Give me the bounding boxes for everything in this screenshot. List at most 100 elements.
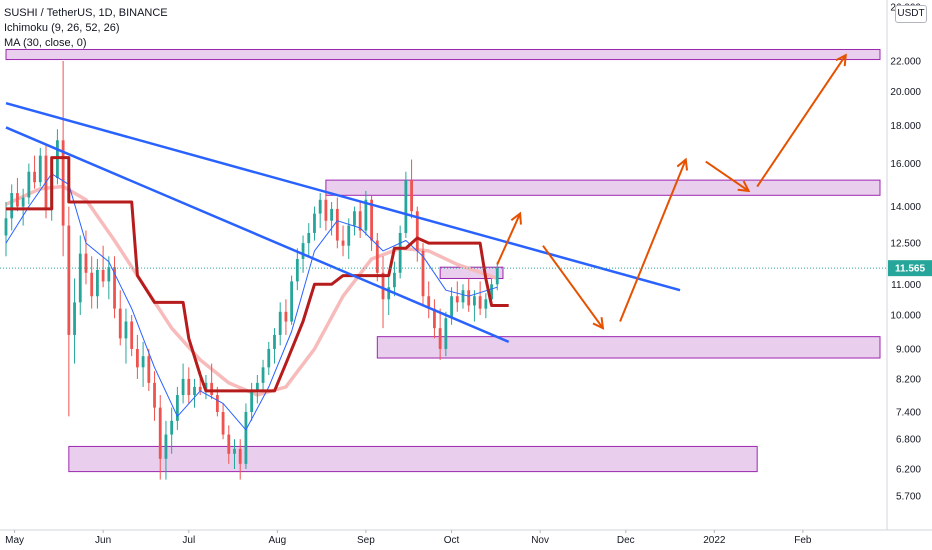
candle-body-55 bbox=[318, 199, 322, 214]
candle-body-2 bbox=[16, 193, 19, 207]
candle-body-40 bbox=[233, 448, 236, 454]
candle-body-42 bbox=[244, 412, 248, 464]
zone-2 bbox=[439, 266, 504, 279]
candle-body-54 bbox=[313, 213, 316, 233]
currency-selector[interactable]: USDT bbox=[895, 5, 927, 23]
candle-body-81 bbox=[467, 290, 471, 306]
candle-body-16 bbox=[95, 269, 99, 297]
zone-1 bbox=[325, 179, 881, 196]
y-tick-label-3: 18.000 bbox=[890, 121, 921, 132]
projection-arrowhead-4 bbox=[835, 53, 847, 67]
tenkan-layer bbox=[5, 173, 498, 431]
candle-body-47 bbox=[273, 334, 276, 349]
trendline-layer bbox=[5, 101, 681, 344]
candle-body-19 bbox=[113, 267, 116, 309]
projection-layer bbox=[496, 53, 847, 330]
candle-body-45 bbox=[261, 367, 265, 383]
candle-body-13 bbox=[78, 253, 82, 303]
candle-body-32 bbox=[187, 378, 191, 396]
projection-arrow-3[interactable] bbox=[705, 160, 750, 192]
x-tick-label-7: Dec bbox=[617, 535, 635, 546]
x-tick-label-5: Oct bbox=[444, 535, 460, 546]
candle-body-0 bbox=[4, 218, 8, 236]
candle-body-63 bbox=[364, 199, 368, 231]
candle-body-73 bbox=[421, 250, 425, 297]
y-tick-label-12: 6.800 bbox=[896, 435, 921, 446]
zones-layer bbox=[5, 48, 881, 473]
candle-body-33 bbox=[193, 386, 196, 396]
candle-body-60 bbox=[347, 225, 351, 246]
y-ticks-layer: 26.00022.00020.00018.00016.00014.00012.5… bbox=[890, 3, 921, 503]
legend-ichimoku[interactable]: Ichimoku (9, 26, 52, 26) bbox=[4, 22, 120, 34]
candle-body-11 bbox=[67, 225, 71, 335]
y-tick-label-8: 10.000 bbox=[890, 311, 921, 322]
candle-body-30 bbox=[175, 395, 179, 421]
candle-body-39 bbox=[227, 434, 231, 454]
legend-ma[interactable]: MA (30, close, 0) bbox=[4, 37, 87, 49]
candle-body-77 bbox=[444, 318, 448, 349]
trendline-0[interactable] bbox=[5, 101, 681, 292]
trendline-1[interactable] bbox=[5, 126, 510, 344]
candle-body-25 bbox=[147, 356, 151, 383]
y-tick-label-7: 11.000 bbox=[891, 280, 921, 291]
legend-symbol[interactable]: SUSHI / TetherUS, 1D, BINANCE bbox=[4, 7, 168, 19]
candle-body-41 bbox=[238, 448, 242, 464]
projection-arrow-1[interactable] bbox=[542, 245, 604, 329]
candle-body-70 bbox=[404, 180, 408, 233]
candle-body-67 bbox=[387, 287, 391, 300]
candle-body-79 bbox=[455, 296, 459, 303]
projection-arrowhead-3 bbox=[737, 180, 751, 193]
candle-body-71 bbox=[410, 180, 413, 212]
candle-body-84 bbox=[484, 299, 488, 309]
candle-body-34 bbox=[198, 386, 202, 391]
x-tick-label-9: Feb bbox=[794, 535, 812, 546]
kijun-line bbox=[6, 156, 509, 393]
projection-arrow-4[interactable] bbox=[756, 54, 847, 188]
candle-body-14 bbox=[84, 253, 88, 273]
candle-body-53 bbox=[307, 232, 311, 244]
candle-body-15 bbox=[90, 272, 94, 297]
candle-body-86 bbox=[495, 268, 499, 285]
candle-body-46 bbox=[267, 348, 271, 368]
y-tick-label-10: 8.200 bbox=[896, 374, 921, 385]
candle-body-27 bbox=[158, 407, 162, 459]
y-tick-label-5: 14.000 bbox=[890, 202, 921, 213]
candle-body-12 bbox=[73, 302, 76, 335]
candle-body-3 bbox=[21, 197, 25, 207]
x-tick-label-8: 2022 bbox=[703, 535, 726, 546]
zone-0 bbox=[5, 48, 881, 61]
kijun-layer bbox=[6, 156, 509, 393]
candle-body-17 bbox=[101, 269, 105, 282]
candle-body-20 bbox=[118, 308, 122, 339]
x-tick-label-1: Jun bbox=[95, 535, 111, 546]
candle-body-5 bbox=[33, 171, 36, 183]
projection-arrowhead-0 bbox=[510, 211, 522, 225]
x-tick-label-4: Sep bbox=[357, 535, 375, 546]
chart-legend: SUSHI / TetherUS, 1D, BINANCE Ichimoku (… bbox=[4, 6, 168, 51]
x-tick-label-2: Jul bbox=[182, 535, 195, 546]
x-ticks-layer: May Jun Jul Aug Sep Oct Nov Dec 2022 Feb bbox=[5, 530, 812, 546]
x-tick-label-0: May bbox=[5, 535, 24, 546]
y-tick-label-1: 22.000 bbox=[890, 57, 921, 68]
y-tick-label-9: 9.000 bbox=[896, 344, 921, 355]
candle-body-24 bbox=[141, 356, 145, 368]
y-tick-label-11: 7.400 bbox=[896, 408, 921, 419]
candle-body-72 bbox=[415, 211, 419, 251]
y-tick-label-14: 5.700 bbox=[896, 492, 921, 503]
candle-body-50 bbox=[290, 281, 294, 322]
candle-body-37 bbox=[215, 395, 219, 413]
candle-body-62 bbox=[358, 211, 362, 231]
candle-body-4 bbox=[27, 171, 31, 198]
x-tick-label-3: Aug bbox=[268, 535, 286, 546]
candle-body-44 bbox=[255, 382, 259, 391]
projection-arrow-2[interactable] bbox=[619, 159, 687, 322]
candle-body-38 bbox=[221, 412, 225, 435]
candle-body-59 bbox=[341, 240, 345, 246]
candle-body-28 bbox=[164, 434, 168, 459]
candle-body-65 bbox=[375, 240, 379, 273]
candle-body-85 bbox=[490, 284, 493, 300]
time-axis-bg[interactable] bbox=[0, 530, 932, 550]
projection-arrow-0[interactable] bbox=[496, 213, 522, 265]
